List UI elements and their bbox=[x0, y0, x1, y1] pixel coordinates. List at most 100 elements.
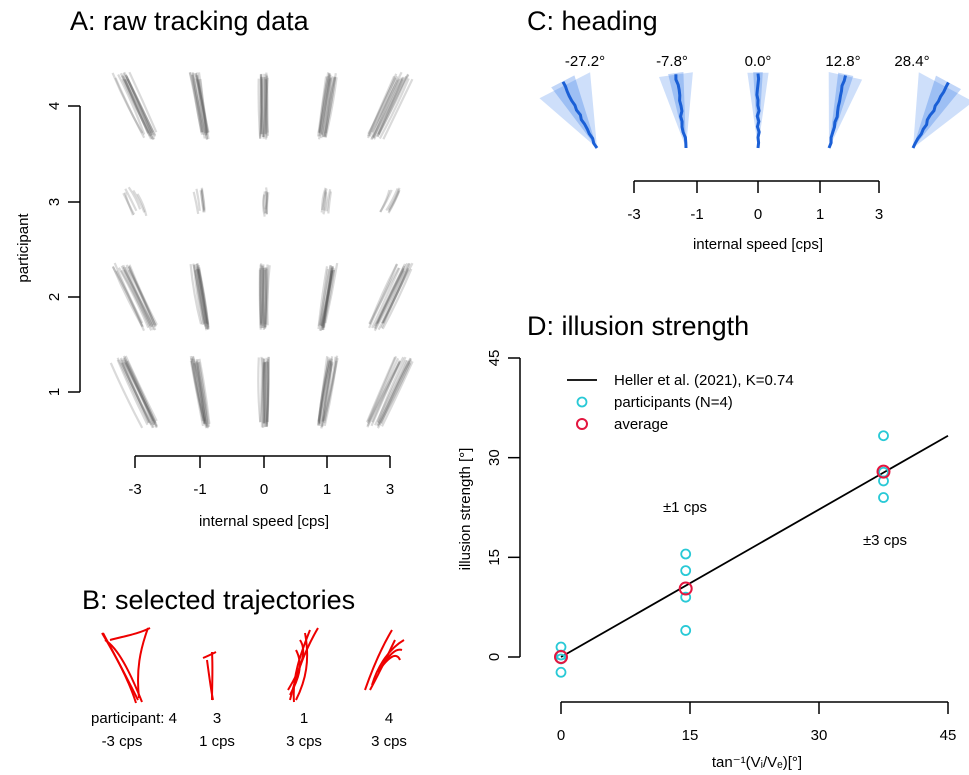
panel-d-y-tick-label: 15 bbox=[486, 549, 503, 566]
raw-track-p1-s1 bbox=[321, 361, 333, 427]
raw-track-p1-s3 bbox=[377, 357, 412, 424]
raw-track-p2-s1 bbox=[323, 267, 334, 328]
raw-track-p2-s0 bbox=[261, 264, 266, 325]
raw-track-p2-s-1 bbox=[195, 263, 209, 325]
panel-d-title: D: illusion strength bbox=[527, 311, 749, 341]
raw-track-p3-s3 bbox=[379, 189, 393, 213]
raw-track-p4-s3 bbox=[370, 79, 399, 141]
raw-track-p4-s3 bbox=[382, 78, 414, 140]
raw-track-p4-s1 bbox=[320, 77, 332, 139]
participant-point bbox=[680, 625, 692, 636]
raw-track-p4-s1 bbox=[324, 77, 338, 138]
raw-track-p1-s-1 bbox=[189, 355, 204, 422]
panel-a-ylabel: participant bbox=[15, 213, 32, 283]
selected-trajectory-4 bbox=[364, 629, 393, 691]
raw-track-p2-s3 bbox=[371, 267, 401, 329]
annotation-1cps: ±1 cps bbox=[663, 499, 707, 516]
raw-track-p1-s-1 bbox=[191, 355, 206, 422]
raw-track-p2-s0 bbox=[262, 269, 266, 330]
raw-track-p4-s3 bbox=[376, 75, 408, 137]
raw-track-p3-s1 bbox=[320, 190, 327, 213]
raw-track-p4-s-3 bbox=[123, 71, 154, 133]
panel-c-x-tick-label: 0 bbox=[754, 206, 762, 223]
raw-track-p2-s-3 bbox=[111, 265, 144, 327]
raw-track-p3-s0 bbox=[264, 187, 269, 210]
trajectory-participant-label: 4 bbox=[385, 710, 393, 727]
heading-fans: -27.2° -7.8° 0.0° 12.8° 28.4° bbox=[539, 53, 969, 149]
raw-track-p4-s-3 bbox=[122, 72, 153, 134]
legend: Heller et al. (2021), K=0.74 participants… bbox=[567, 372, 794, 433]
raw-track-p2-s-1 bbox=[196, 263, 210, 325]
selected-trajectory-3 bbox=[289, 649, 301, 696]
raw-track-p1-s-1 bbox=[194, 363, 209, 429]
raw-track-p4-s-3 bbox=[126, 78, 156, 140]
raw-track-p4-s-1 bbox=[192, 72, 207, 134]
raw-track-p1-s0 bbox=[264, 361, 268, 428]
panel-a-title: A: raw tracking data bbox=[70, 6, 310, 36]
panel-a-x-tick-label: 1 bbox=[323, 481, 331, 498]
raw-track-p4-s1 bbox=[317, 72, 331, 134]
raw-track-p4-s3 bbox=[370, 78, 401, 140]
raw-track-p1-s-3 bbox=[124, 355, 158, 422]
raw-track-p1-s0 bbox=[257, 357, 262, 423]
raw-track-p1-s1 bbox=[323, 360, 338, 427]
raw-track-p3-s-1 bbox=[200, 190, 206, 213]
trajectory-speed-label: 3 cps bbox=[286, 733, 322, 750]
raw-track-p1-s1 bbox=[320, 363, 333, 429]
raw-track-p4-s-1 bbox=[199, 78, 210, 140]
raw-track-p3-s-3 bbox=[122, 192, 135, 216]
raw-track-p2-s1 bbox=[322, 269, 334, 331]
raw-track-p4-s1 bbox=[317, 79, 331, 140]
raw-track-p4-s-1 bbox=[194, 72, 208, 134]
panel-c-x-tick-label: -1 bbox=[690, 206, 703, 223]
raw-track-p4-s1 bbox=[323, 76, 337, 138]
raw-track-p4-s-1 bbox=[191, 74, 204, 135]
raw-track-p1-s1 bbox=[323, 355, 339, 421]
raw-track-p2-s-1 bbox=[192, 263, 205, 324]
raw-track-p1-s-3 bbox=[116, 359, 149, 426]
raw-track-p4-s0 bbox=[259, 74, 264, 135]
panel-d-y-tick-label: 30 bbox=[486, 449, 503, 466]
raw-track-p4-s3 bbox=[368, 75, 399, 137]
raw-track-p1-s3 bbox=[365, 356, 397, 423]
heading-fan-outer bbox=[913, 72, 969, 148]
raw-track-p2-s3 bbox=[381, 268, 413, 330]
raw-track-p1-s-3 bbox=[122, 357, 157, 424]
annotation-3cps: ±3 cps bbox=[863, 532, 907, 549]
raw-track-p2-s1 bbox=[320, 266, 334, 327]
raw-track-p1-s-1 bbox=[197, 362, 209, 428]
panel-a-xlabel: internal speed [cps] bbox=[199, 513, 329, 530]
raw-track-p4-s-3 bbox=[125, 76, 157, 137]
raw-track-p4-s-3 bbox=[123, 78, 153, 140]
heading-fan-inner bbox=[913, 75, 961, 148]
raw-track-p4-s0 bbox=[265, 74, 269, 135]
raw-track-p2-s-1 bbox=[195, 268, 208, 330]
raw-track-p1-s1 bbox=[320, 361, 334, 428]
raw-track-p2-s3 bbox=[382, 262, 411, 324]
raw-track-p1-s1 bbox=[317, 358, 332, 424]
raw-track-p4-s3 bbox=[366, 77, 397, 139]
selected-trajectory-3 bbox=[295, 632, 309, 701]
raw-track-p4-s3 bbox=[373, 78, 404, 140]
raw-track-p3-s-3 bbox=[124, 192, 136, 216]
raw-track-p3-s-3 bbox=[124, 188, 138, 212]
selected-trajectory-1 bbox=[109, 627, 151, 641]
trajectory-participant-label: participant: 4 bbox=[91, 710, 177, 727]
panel-c-x-tick-label: 3 bbox=[875, 206, 883, 223]
raw-track-p1-s-1 bbox=[198, 361, 211, 428]
raw-track-p3-s-1 bbox=[199, 190, 205, 213]
raw-track-p4-s0 bbox=[262, 78, 267, 139]
raw-track-p4-s-1 bbox=[197, 72, 210, 133]
raw-track-p2-s-1 bbox=[196, 269, 210, 330]
illusion-strength-plot: 0 15 30 45 0 15 30 45 Heller et al. (2021), K=0.… bbox=[486, 350, 956, 744]
raw-track-p2-s3 bbox=[373, 267, 405, 329]
raw-track-p2-s-3 bbox=[128, 264, 158, 326]
trajectory-labels: participant: 4 -3 cps 3 1 cps 1 3 cps 4 3 cps bbox=[91, 710, 407, 750]
raw-track-p4-s-3 bbox=[124, 74, 154, 136]
heading-line bbox=[911, 81, 950, 149]
raw-track-p1-s1 bbox=[321, 356, 337, 423]
raw-track-p4-s0 bbox=[264, 77, 269, 138]
raw-track-p2-s0 bbox=[263, 267, 268, 328]
raw-track-p1-s-1 bbox=[190, 358, 206, 425]
